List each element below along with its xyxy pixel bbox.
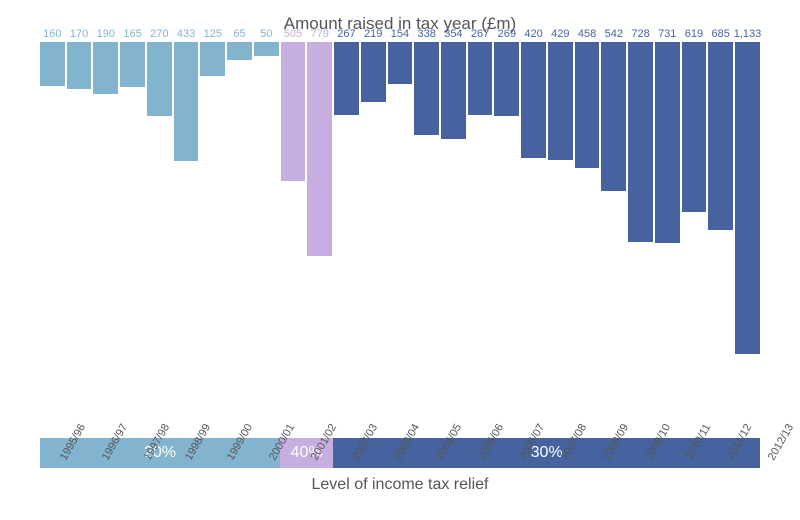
bar-value-label: 420 bbox=[524, 28, 542, 40]
bar: 65 bbox=[227, 42, 252, 372]
bar-rect: 505 bbox=[281, 42, 306, 181]
bar: 190 bbox=[93, 42, 118, 372]
bar-value-label: 542 bbox=[605, 28, 623, 40]
bar-value-label: 354 bbox=[444, 28, 462, 40]
bar-value-label: 433 bbox=[177, 28, 195, 40]
bar-value-label: 619 bbox=[685, 28, 703, 40]
bar: 270 bbox=[147, 42, 172, 372]
bar: 429 bbox=[548, 42, 573, 372]
x-axis-labels: 1995/961996/971997/981998/991999/002000/… bbox=[40, 374, 760, 430]
bar-value-label: 338 bbox=[417, 28, 435, 40]
bar-value-label: 429 bbox=[551, 28, 569, 40]
bar-value-label: 190 bbox=[97, 28, 115, 40]
bar: 542 bbox=[601, 42, 626, 372]
bar-value-label: 165 bbox=[123, 28, 141, 40]
bar-rect: 779 bbox=[307, 42, 332, 256]
bar-value-label: 160 bbox=[43, 28, 61, 40]
bar-rect: 728 bbox=[628, 42, 653, 242]
bar-rect: 170 bbox=[67, 42, 92, 89]
bar-value-label: 50 bbox=[260, 28, 272, 40]
bar-value-label: 458 bbox=[578, 28, 596, 40]
bar: 685 bbox=[708, 42, 733, 372]
bar-value-label: 731 bbox=[658, 28, 676, 40]
bar: 1,133 bbox=[735, 42, 760, 372]
bar-value-label: 779 bbox=[311, 28, 329, 40]
bar-rect: 1,133 bbox=[735, 42, 760, 354]
chart-area: 1601701901652704331256550505779267219154… bbox=[40, 42, 760, 372]
bar: 458 bbox=[575, 42, 600, 372]
bar-rect: 433 bbox=[174, 42, 199, 161]
bar-rect: 50 bbox=[254, 42, 279, 56]
bar: 619 bbox=[682, 42, 707, 372]
bar-rect: 420 bbox=[521, 42, 546, 158]
bar: 728 bbox=[628, 42, 653, 372]
bar-value-label: 267 bbox=[471, 28, 489, 40]
bar: 160 bbox=[40, 42, 65, 372]
bar-rect: 685 bbox=[708, 42, 733, 230]
bar: 165 bbox=[120, 42, 145, 372]
bar-rect: 619 bbox=[682, 42, 707, 212]
bar-rect: 190 bbox=[93, 42, 118, 94]
bar-value-label: 154 bbox=[391, 28, 409, 40]
bar-value-label: 267 bbox=[337, 28, 355, 40]
bar-value-label: 728 bbox=[631, 28, 649, 40]
bar: 154 bbox=[388, 42, 413, 372]
bar-rect: 65 bbox=[227, 42, 252, 60]
bar-value-label: 269 bbox=[498, 28, 516, 40]
bar-value-label: 170 bbox=[70, 28, 88, 40]
bar-rect: 429 bbox=[548, 42, 573, 160]
bar-value-label: 219 bbox=[364, 28, 382, 40]
bar: 267 bbox=[334, 42, 359, 372]
bar-rect: 219 bbox=[361, 42, 386, 102]
bar-rect: 165 bbox=[120, 42, 145, 87]
bar-value-label: 270 bbox=[150, 28, 168, 40]
bar-rect: 160 bbox=[40, 42, 65, 86]
bar-rect: 731 bbox=[655, 42, 680, 243]
bar-rect: 338 bbox=[414, 42, 439, 135]
bar: 505 bbox=[281, 42, 306, 372]
bar-rect: 154 bbox=[388, 42, 413, 84]
bar-rect: 125 bbox=[200, 42, 225, 76]
bar: 125 bbox=[200, 42, 225, 372]
bar: 269 bbox=[494, 42, 519, 372]
bar: 50 bbox=[254, 42, 279, 372]
bar-rect: 542 bbox=[601, 42, 626, 191]
bar-rect: 270 bbox=[147, 42, 172, 116]
bar: 420 bbox=[521, 42, 546, 372]
bar: 338 bbox=[414, 42, 439, 372]
bar-value-label: 125 bbox=[204, 28, 222, 40]
bar: 219 bbox=[361, 42, 386, 372]
bar: 779 bbox=[307, 42, 332, 372]
bar-rect: 267 bbox=[468, 42, 493, 115]
bar: 731 bbox=[655, 42, 680, 372]
bar-value-label: 505 bbox=[284, 28, 302, 40]
bar: 267 bbox=[468, 42, 493, 372]
bar: 354 bbox=[441, 42, 466, 372]
bar-rect: 267 bbox=[334, 42, 359, 115]
bar-value-label: 1,133 bbox=[734, 28, 762, 40]
bar-rect: 458 bbox=[575, 42, 600, 168]
bar: 170 bbox=[67, 42, 92, 372]
bar: 433 bbox=[174, 42, 199, 372]
bar-rect: 269 bbox=[494, 42, 519, 116]
bar-value-label: 685 bbox=[712, 28, 730, 40]
bar-rect: 354 bbox=[441, 42, 466, 139]
bar-value-label: 65 bbox=[233, 28, 245, 40]
